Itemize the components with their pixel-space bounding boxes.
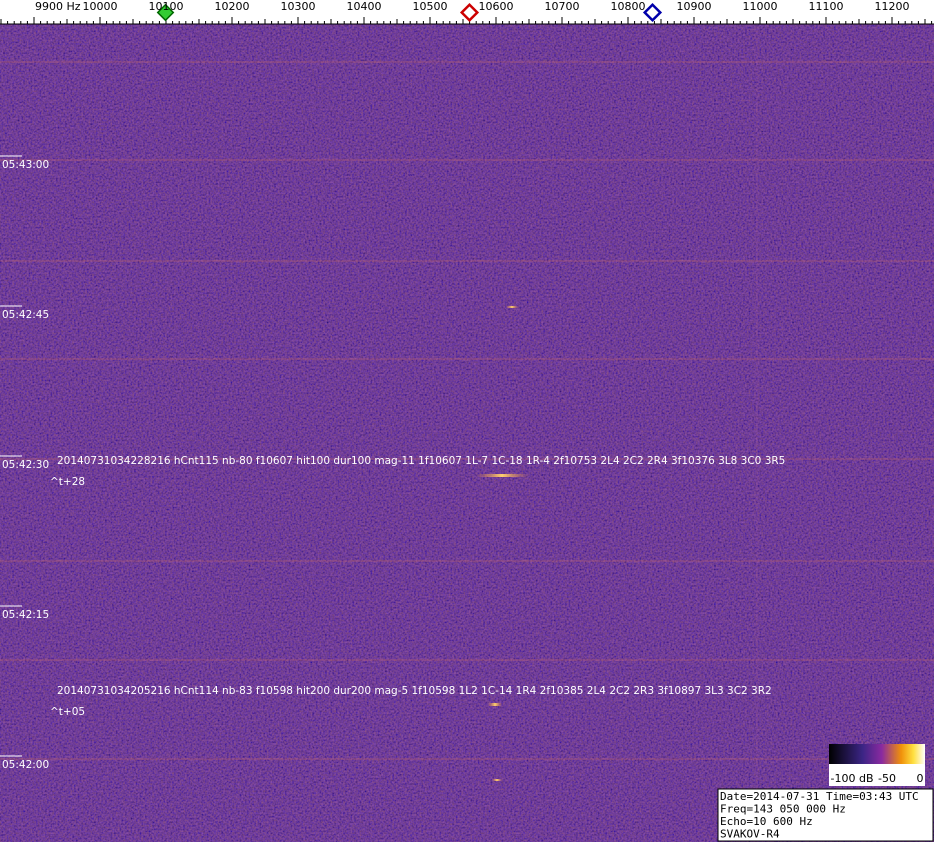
time-label: 05:42:00 (2, 759, 49, 771)
frequency-label: 11200 (875, 0, 910, 13)
time-label: 05:42:15 (2, 609, 49, 621)
detection-offset: ^t+28 (50, 476, 85, 488)
frequency-ticks (0, 17, 934, 25)
colorbar-label-area (829, 764, 925, 786)
colorbar-label: -50 (878, 772, 896, 785)
frequency-label: 10000 (83, 0, 118, 13)
frequency-label: 9900 Hz (35, 0, 81, 13)
detection-text: 20140731034205216 hCnt114 nb-83 f10598 h… (57, 685, 772, 697)
echoes (476, 306, 528, 781)
info-box (717, 788, 934, 842)
frequency-label: 10900 (677, 0, 712, 13)
frequency-label: 11000 (743, 0, 778, 13)
info-line: Date=2014-07-31 Time=03:43 UTC (720, 790, 919, 803)
info-line: Freq=143 050 000 Hz (720, 803, 846, 816)
frequency-label: 10600 (479, 0, 514, 13)
time-label: 05:43:00 (2, 159, 49, 171)
frequency-label: 10800 (611, 0, 646, 13)
frequency-label: 10100 (149, 0, 184, 13)
frequency-label: 11100 (809, 0, 844, 13)
info-line: Echo=10 600 Hz (720, 815, 813, 828)
frequency-label: 10300 (281, 0, 316, 13)
detection-text: 20140731034228216 hCnt115 nb-80 f10607 h… (57, 455, 785, 467)
frequency-label: 10700 (545, 0, 580, 13)
frequency-label: 10400 (347, 0, 382, 13)
colorbar-label: -100 dB (831, 772, 874, 785)
frequency-label: 10200 (215, 0, 250, 13)
frequency-label: 10500 (413, 0, 448, 13)
time-label: 05:42:30 (2, 459, 49, 471)
markers (156, 2, 663, 23)
noise (0, 24, 934, 842)
time-label: 05:42:45 (2, 309, 49, 321)
colorbar-label: 0 (917, 772, 924, 785)
detection-offset: ^t+05 (50, 706, 85, 718)
interference-lines (0, 24, 934, 842)
info-line: SVAKOV-R4 (720, 828, 780, 841)
colorbar (829, 744, 925, 764)
